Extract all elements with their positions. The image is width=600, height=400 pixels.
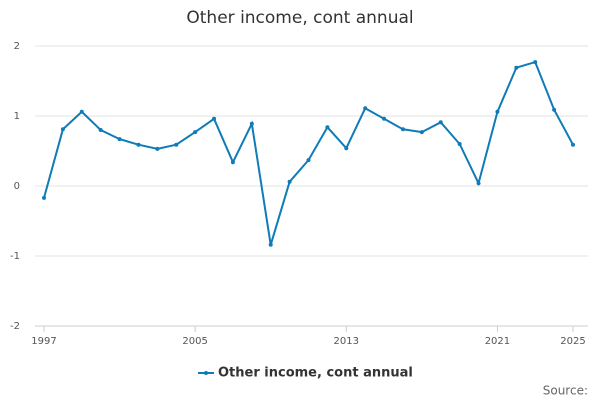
point xyxy=(249,121,254,126)
y-tick-label: 0 xyxy=(14,181,20,192)
point xyxy=(438,120,443,125)
x-tick-label: 2013 xyxy=(334,336,359,347)
point xyxy=(344,146,349,151)
point xyxy=(400,127,405,132)
point xyxy=(174,142,179,147)
y-tick-label: 2 xyxy=(14,41,20,52)
chart-title: Other income, cont annual xyxy=(186,8,413,28)
point xyxy=(193,130,198,135)
source: Source: xyxy=(543,384,588,398)
point xyxy=(382,116,387,121)
point xyxy=(60,127,65,132)
point xyxy=(533,60,538,65)
point xyxy=(117,137,122,142)
series-line xyxy=(43,60,574,246)
point xyxy=(79,109,84,114)
point xyxy=(155,146,160,151)
point xyxy=(571,142,575,147)
legend-marker xyxy=(204,371,208,375)
point xyxy=(306,158,311,163)
y-tick-label: 1 xyxy=(14,111,20,122)
point xyxy=(287,179,292,184)
x-tick-label: 2021 xyxy=(485,336,510,347)
x-tick-label: 2005 xyxy=(182,336,207,347)
point xyxy=(476,181,481,186)
point xyxy=(230,160,235,165)
y-tick-label: -1 xyxy=(10,251,20,262)
point xyxy=(268,242,273,247)
point xyxy=(325,125,330,130)
x-tick-label: 2025 xyxy=(560,336,585,347)
y-tick-label: -2 xyxy=(10,321,20,332)
point xyxy=(514,65,519,70)
point xyxy=(495,109,500,114)
point xyxy=(98,128,103,132)
point xyxy=(136,142,141,147)
point xyxy=(457,142,462,146)
point xyxy=(363,106,368,111)
point xyxy=(419,130,424,135)
point xyxy=(42,195,46,200)
legend-label: Other income, cont annual xyxy=(218,366,413,381)
point xyxy=(552,107,557,112)
x-tick-label: 1997 xyxy=(31,336,56,347)
point xyxy=(212,116,217,121)
